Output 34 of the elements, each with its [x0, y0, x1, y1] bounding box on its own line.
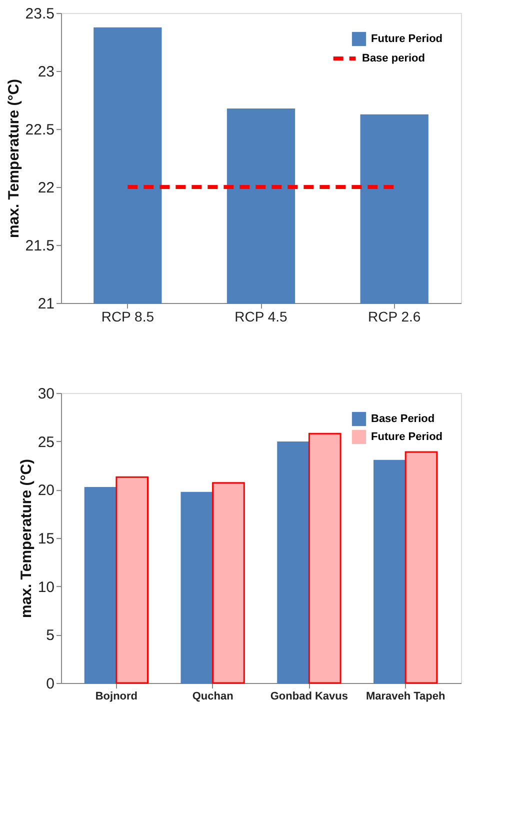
y-tick-label: 22 — [38, 180, 54, 196]
bar — [277, 442, 310, 684]
x-tick-label: RCP 2.6 — [368, 308, 421, 324]
y-axis-title: max. Temperature (°C) — [5, 78, 22, 238]
x-tick-label: Bojnord — [95, 690, 138, 702]
y-tick-label: 22.5 — [25, 122, 54, 138]
x-tick-label: RCP 4.5 — [234, 308, 288, 324]
y-tick-label: 0 — [46, 676, 54, 692]
bar — [116, 476, 148, 684]
bar — [212, 482, 245, 684]
y-tick-label: 5 — [46, 627, 54, 644]
y-tick-label: 21 — [38, 296, 54, 312]
y-tick-label: 30 — [38, 386, 54, 402]
x-tick-label: Maraveh Tapeh — [366, 690, 446, 702]
bar — [404, 451, 438, 684]
x-tick-label: Gonbad Kavus — [270, 690, 348, 702]
bar — [374, 460, 406, 684]
x-tick-label: Quchan — [192, 690, 234, 702]
legend-label: Future Period — [371, 431, 443, 443]
bar — [84, 486, 118, 684]
legend-label: Future Period — [371, 33, 443, 45]
y-axis-title: max. Temperature (°C) — [18, 458, 35, 618]
y-tick-label: 10 — [38, 578, 54, 596]
y-tick-label: 23.5 — [25, 6, 54, 22]
y-tick-label: 25 — [38, 434, 54, 451]
legend-label: Base period — [362, 52, 425, 64]
y-tick-label: 20 — [38, 482, 54, 500]
bar — [180, 492, 214, 684]
y-tick-label: 23 — [38, 64, 54, 80]
x-tick-label: RCP 8.5 — [101, 308, 154, 324]
y-tick-label: 21.5 — [25, 238, 54, 254]
bar — [308, 432, 342, 684]
legend-label: Base Period — [371, 413, 435, 425]
y-tick-label: 15 — [38, 530, 54, 548]
